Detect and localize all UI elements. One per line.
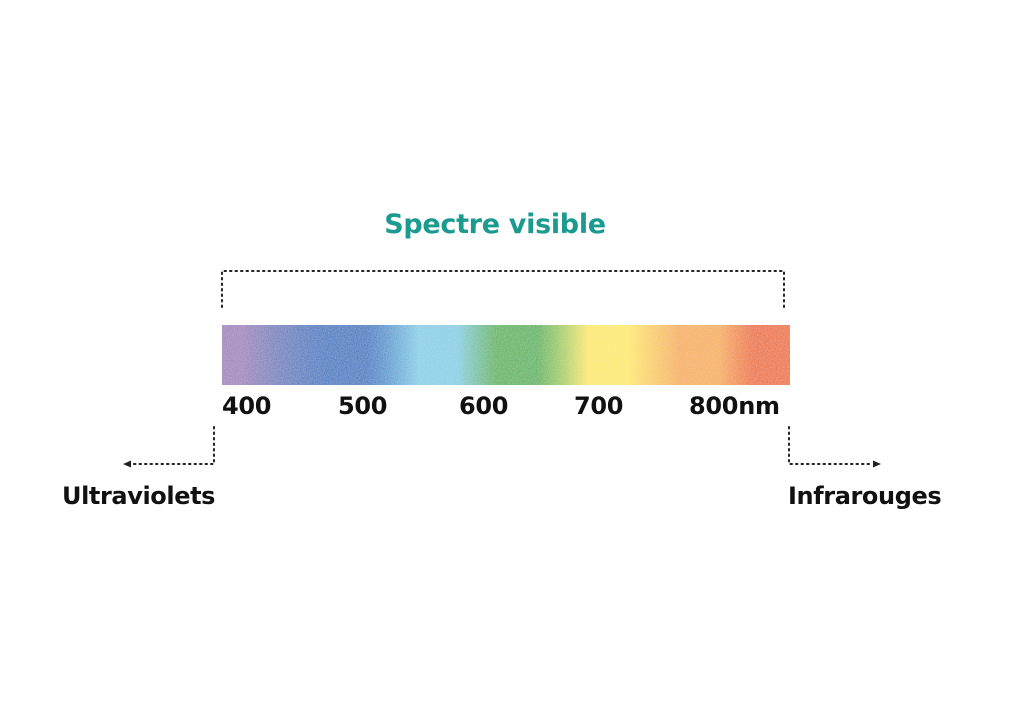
- infrared-label: Infrarouges: [788, 482, 942, 510]
- tick-label-400: 400: [222, 392, 272, 420]
- ultraviolet-leader: [133, 426, 215, 465]
- ultraviolet-label: Ultraviolets: [62, 482, 216, 510]
- tick-label-800nm: 800nm: [689, 392, 780, 420]
- diagram-title: Spectre visible: [384, 209, 606, 240]
- spectrum-bar: [222, 325, 790, 385]
- visible-spectrum-bracket: [221, 270, 785, 308]
- tick-label-500: 500: [338, 392, 388, 420]
- infrared-arrowhead: [873, 460, 881, 468]
- spectrum-gradient: [222, 325, 790, 385]
- infrared-leader: [788, 426, 871, 465]
- tick-label-600: 600: [459, 392, 509, 420]
- tick-label-700: 700: [574, 392, 624, 420]
- ultraviolet-arrowhead: [123, 460, 131, 468]
